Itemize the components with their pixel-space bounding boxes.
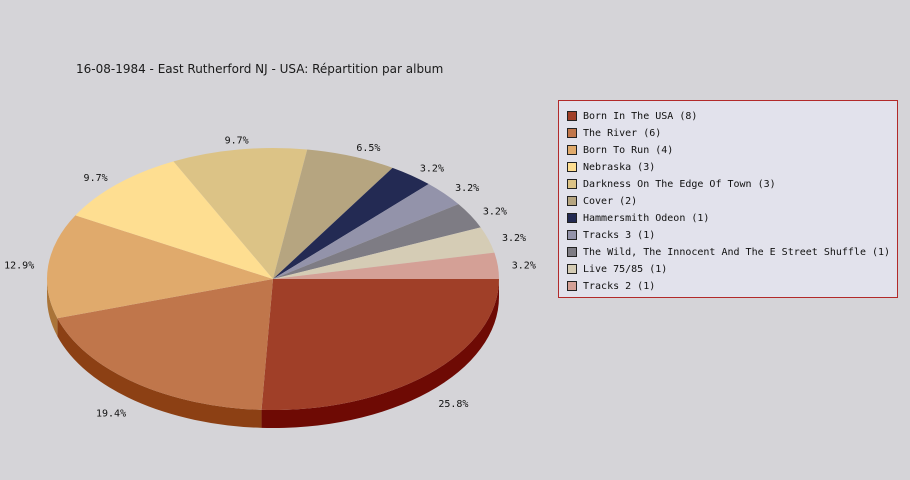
pct-label-born-in-the-usa-8: 25.8% [438,399,468,410]
legend-label: Cover (2) [583,195,638,207]
legend-swatch [567,111,577,121]
slice-tracks-3-1 [273,184,459,279]
slice-cover-2 [273,149,393,279]
pct-label-cover-2: 6.5% [356,143,380,154]
legend-item-live-75-85-1: Live 75/85 (1) [567,262,667,276]
slice-side-born-in-the-usa-8 [261,279,499,428]
pct-label-hammersmith-odeon-1: 3.2% [420,164,444,175]
legend-item-hammersmith-odeon-1: Hammersmith Odeon (1) [567,211,709,225]
pct-label-tracks-3-1: 3.2% [455,183,479,194]
legend-label: Live 75/85 (1) [583,263,668,275]
chart-title: 16-08-1984 - East Rutherford NJ - USA: R… [76,62,444,76]
legend-item-darkness-on-the-edge-of-town-3: Darkness On The Edge Of Town (3) [567,177,776,191]
legend-item-born-in-the-usa-8: Born In The USA (8) [567,109,697,123]
legend-item-the-river-6: The River (6) [567,126,661,140]
legend-swatch [567,247,577,257]
legend-item-born-to-run-4: Born To Run (4) [567,143,673,157]
legend-item-nebraska-3: Nebraska (3) [567,160,655,174]
legend-label: Darkness On The Edge Of Town (3) [583,178,776,190]
slice-nebraska-3 [75,161,273,279]
slice-the-river-6 [57,279,273,410]
legend-swatch [567,145,577,155]
legend-swatch [567,230,577,240]
legend-swatch [567,162,577,172]
legend-label: Tracks 2 (1) [583,280,656,292]
legend-item-tracks-3-1: Tracks 3 (1) [567,228,655,242]
pct-label-tracks-2-1: 3.2% [512,261,536,272]
slice-the-wild-the-innocent-and-the-e-street-shuffle-1 [273,204,481,279]
legend-swatch [567,179,577,189]
legend-label: Nebraska (3) [583,161,656,173]
legend-label: Tracks 3 (1) [583,229,656,241]
legend: Born In The USA (8) The River (6) Born To … [558,100,898,298]
slice-live-75-85-1 [273,227,495,279]
legend-label: Born In The USA (8) [583,110,698,122]
legend-label: The Wild, The Innocent And The E Street … [583,246,891,258]
legend-swatch [567,281,577,291]
legend-swatch [567,128,577,138]
pct-label-nebraska-3: 9.7% [84,173,108,184]
slice-born-in-the-usa-8 [261,279,499,410]
legend-item-cover-2: Cover (2) [567,194,637,208]
legend-item-tracks-2-1: Tracks 2 (1) [567,279,655,293]
slice-born-to-run-4 [47,215,273,319]
slice-darkness-on-the-edge-of-town-3 [173,148,308,279]
slice-side-the-river-6 [57,318,262,428]
slice-hammersmith-odeon-1 [273,167,429,279]
legend-swatch [567,196,577,206]
legend-label: Born To Run (4) [583,144,674,156]
pct-label-darkness-on-the-edge-of-town-3: 9.7% [225,136,249,147]
legend-item-the-wild-the-innocent-and-the-e-street-shuffle-1: The Wild, The Innocent And The E Street … [567,245,890,259]
legend-label: The River (6) [583,127,662,139]
pct-label-live-75-85-1: 3.2% [502,233,526,244]
slice-tracks-2-1 [273,252,499,279]
legend-label: Hammersmith Odeon (1) [583,212,710,224]
slice-side-born-to-run-4 [47,279,58,337]
pct-label-the-river-6: 19.4% [96,408,126,419]
legend-swatch [567,213,577,223]
pct-label-the-wild-the-innocent-and-the-e-street-shuffle-1: 3.2% [483,207,507,218]
pct-label-born-to-run-4: 12.9% [4,261,34,272]
legend-swatch [567,264,577,274]
